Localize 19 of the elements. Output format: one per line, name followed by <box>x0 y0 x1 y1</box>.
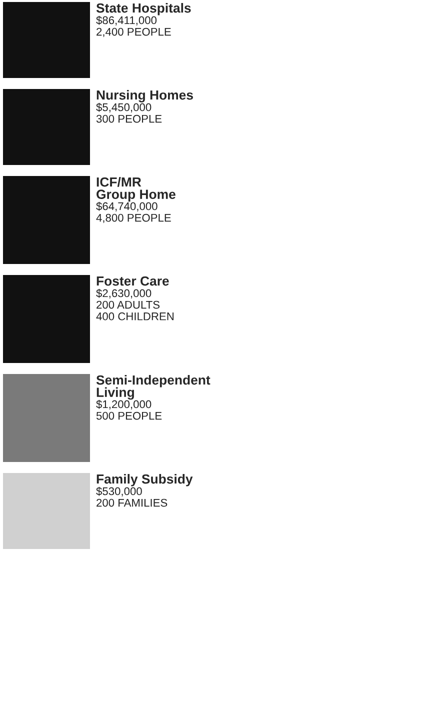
category-label: State Hospitals <box>96 3 191 16</box>
category-label: Family Subsidy <box>96 474 193 486</box>
data-label: 200 ADULTS <box>96 300 160 309</box>
data-label: 2,400 PEOPLE <box>96 28 171 38</box>
category-label: Foster Care <box>96 276 169 286</box>
data-label: $86,411,000 <box>96 16 157 26</box>
data-label: $1,200,000 <box>96 400 152 410</box>
category-label: Nursing Homes <box>96 90 193 102</box>
category-label: ICF/MR Group Home <box>96 177 176 202</box>
data-label: $2,630,000 <box>96 288 152 298</box>
data-label: 4,800 PEOPLE <box>96 214 171 224</box>
data-label: $530,000 <box>96 486 142 496</box>
data-label: 400 CHILDREN <box>96 312 174 320</box>
data-label: 200 FAMILIES <box>96 498 168 507</box>
data-label: $64,740,000 <box>96 202 158 212</box>
data-label: 300 PEOPLE <box>96 114 162 123</box>
data-label: $5,450,000 <box>96 102 152 112</box>
data-label: 500 PEOPLE <box>96 412 162 420</box>
category-label: Semi-Independent Living <box>96 375 210 400</box>
